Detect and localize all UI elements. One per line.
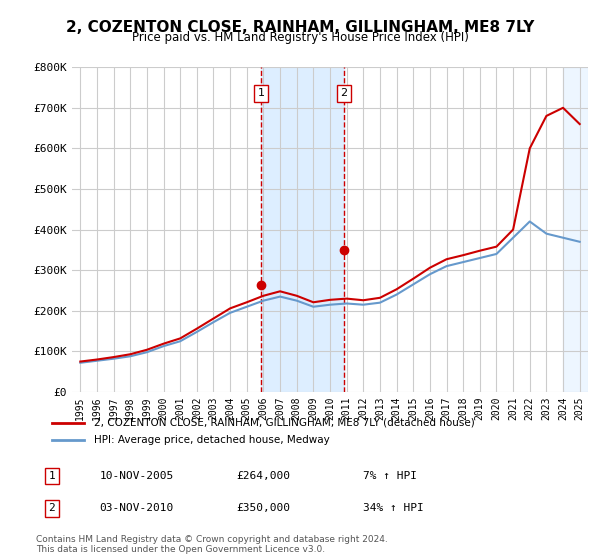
Text: HPI: Average price, detached house, Medway: HPI: Average price, detached house, Medw… [94,435,330,445]
Text: 2, COZENTON CLOSE, RAINHAM, GILLINGHAM, ME8 7LY: 2, COZENTON CLOSE, RAINHAM, GILLINGHAM, … [66,20,534,35]
Text: 1: 1 [258,88,265,98]
Text: 2, COZENTON CLOSE, RAINHAM, GILLINGHAM, ME8 7LY (detached house): 2, COZENTON CLOSE, RAINHAM, GILLINGHAM, … [94,418,475,428]
Text: 7% ↑ HPI: 7% ↑ HPI [364,471,418,481]
Text: Contains HM Land Registry data © Crown copyright and database right 2024.
This d: Contains HM Land Registry data © Crown c… [36,535,388,554]
Text: 2: 2 [49,503,55,514]
Text: £264,000: £264,000 [236,471,290,481]
Text: 1: 1 [49,471,55,481]
Text: £350,000: £350,000 [236,503,290,514]
Text: 03-NOV-2010: 03-NOV-2010 [100,503,173,514]
Text: 34% ↑ HPI: 34% ↑ HPI [364,503,424,514]
Text: Price paid vs. HM Land Registry's House Price Index (HPI): Price paid vs. HM Land Registry's House … [131,31,469,44]
Bar [563,67,588,392]
Text: 10-NOV-2005: 10-NOV-2005 [100,471,173,481]
Bar [261,67,344,392]
Text: 2: 2 [340,88,347,98]
